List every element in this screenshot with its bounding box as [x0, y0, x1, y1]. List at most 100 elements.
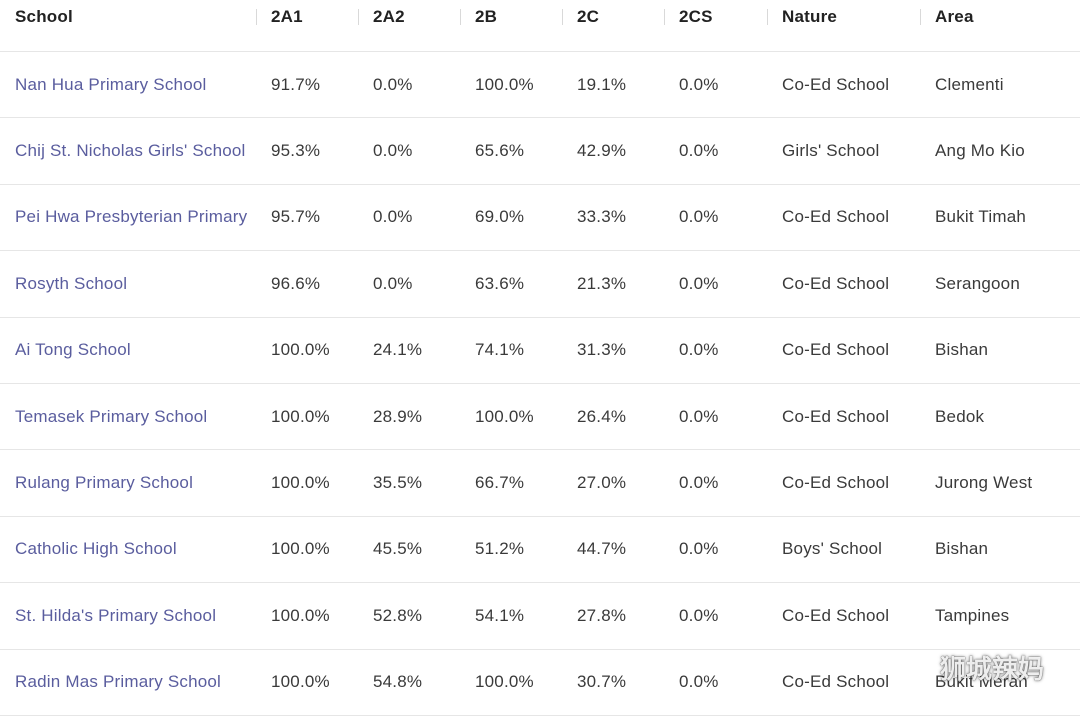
- table-row: Rosyth School 96.6% 0.0% 63.6% 21.3% 0.0% Co-E…: [0, 251, 1080, 318]
- table-row: Radin Mas Primary School 100.0% 54.8% 100.0…: [0, 650, 1080, 716]
- school-name-link[interactable]: Ai Tong School: [15, 340, 131, 360]
- cell-area: Tampines: [935, 605, 1010, 625]
- school-name-link[interactable]: Nan Hua Primary School: [15, 74, 207, 94]
- cell-2a2: 0.0%: [373, 141, 413, 161]
- cell-area: Bishan: [935, 539, 989, 559]
- cell-area: Ang Mo Kio: [935, 141, 1025, 161]
- cell-2b: 65.6%: [475, 141, 525, 161]
- cell-2a1: 100.0%: [271, 473, 330, 493]
- cell-nature: Co-Ed School: [782, 74, 890, 94]
- cell-2cs: 0.0%: [679, 273, 719, 293]
- cell-nature: Co-Ed School: [782, 672, 890, 692]
- cell-2cs: 0.0%: [679, 74, 719, 94]
- table-row: Chij St. Nicholas Girls' School 95.3% 0.0%…: [0, 118, 1080, 185]
- cell-2a2: 0.0%: [373, 74, 413, 94]
- school-name-link[interactable]: Rulang Primary School: [15, 473, 194, 493]
- cell-2a2: 52.8%: [373, 605, 423, 625]
- cell-nature: Co-Ed School: [782, 406, 890, 426]
- cell-area: Bukit Merah: [935, 672, 1028, 692]
- header-2b[interactable]: 2B: [460, 0, 562, 51]
- cell-area: Serangoon: [935, 273, 1020, 293]
- cell-area: Bukit Timah: [935, 207, 1027, 227]
- cell-area: Bedok: [935, 406, 985, 426]
- school-name-link[interactable]: Radin Mas Primary School: [15, 672, 222, 692]
- cell-2a1: 100.0%: [271, 539, 330, 559]
- cell-nature: Co-Ed School: [782, 605, 890, 625]
- cell-2a1: 100.0%: [271, 605, 330, 625]
- table-row: Temasek Primary School 100.0% 28.9% 100.0% 2…: [0, 384, 1080, 451]
- cell-2a1: 100.0%: [271, 340, 330, 360]
- cell-2b: 66.7%: [475, 473, 525, 493]
- cell-2b: 54.1%: [475, 605, 525, 625]
- cell-2a1: 100.0%: [271, 672, 330, 692]
- cell-area: Clementi: [935, 74, 1004, 94]
- cell-2c: 19.1%: [577, 74, 627, 94]
- header-2a2[interactable]: 2A2: [358, 0, 460, 51]
- cell-nature: Co-Ed School: [782, 273, 890, 293]
- cell-2b: 100.0%: [475, 406, 534, 426]
- header-school[interactable]: School: [15, 7, 73, 26]
- cell-2a1: 95.3%: [271, 141, 321, 161]
- header-2c[interactable]: 2C: [562, 0, 664, 51]
- header-2a1[interactable]: 2A1: [256, 0, 358, 51]
- cell-2a1: 100.0%: [271, 406, 330, 426]
- header-2cs[interactable]: 2CS: [664, 0, 766, 51]
- cell-2cs: 0.0%: [679, 340, 719, 360]
- school-name-link[interactable]: Catholic High School: [15, 539, 177, 559]
- school-name-link[interactable]: St. Hilda's Primary School: [15, 605, 217, 625]
- cell-2c: 44.7%: [577, 539, 627, 559]
- cell-2c: 26.4%: [577, 406, 627, 426]
- cell-2a2: 0.0%: [373, 273, 413, 293]
- cell-2c: 33.3%: [577, 207, 627, 227]
- cell-nature: Co-Ed School: [782, 207, 890, 227]
- table-row: St. Hilda's Primary School 100.0% 52.8% 54.…: [0, 583, 1080, 650]
- school-name-link[interactable]: Temasek Primary School: [15, 406, 208, 426]
- cell-2cs: 0.0%: [679, 406, 719, 426]
- cell-2c: 27.0%: [577, 473, 627, 493]
- cell-2a1: 96.6%: [271, 273, 321, 293]
- cell-2cs: 0.0%: [679, 539, 719, 559]
- school-name-link[interactable]: Chij St. Nicholas Girls' School: [15, 141, 246, 161]
- cell-2cs: 0.0%: [679, 141, 719, 161]
- cell-area: Jurong West: [935, 473, 1033, 493]
- table-row: Catholic High School 100.0% 45.5% 51.2% 44.7…: [0, 517, 1080, 584]
- school-name-link[interactable]: Rosyth School: [15, 273, 128, 293]
- cell-2b: 51.2%: [475, 539, 525, 559]
- cell-2a1: 91.7%: [271, 74, 321, 94]
- table-row: Pei Hwa Presbyterian Primary School 95.7%…: [0, 185, 1080, 252]
- cell-2cs: 0.0%: [679, 605, 719, 625]
- header-area[interactable]: Area: [920, 0, 1080, 51]
- cell-2a2: 28.9%: [373, 406, 423, 426]
- cell-2a2: 35.5%: [373, 473, 423, 493]
- cell-2b: 74.1%: [475, 340, 525, 360]
- cell-2b: 63.6%: [475, 273, 525, 293]
- cell-2c: 42.9%: [577, 141, 627, 161]
- cell-nature: Co-Ed School: [782, 473, 890, 493]
- school-name-link[interactable]: Pei Hwa Presbyterian Primary School: [15, 207, 252, 227]
- table-row: Ai Tong School 100.0% 24.1% 74.1% 31.3% 0.0% C…: [0, 318, 1080, 384]
- cell-2cs: 0.0%: [679, 672, 719, 692]
- cell-2cs: 0.0%: [679, 207, 719, 227]
- table-row: Rulang Primary School 100.0% 35.5% 66.7% 27.…: [0, 450, 1080, 517]
- cell-2c: 21.3%: [577, 273, 627, 293]
- cell-2c: 31.3%: [577, 340, 627, 360]
- cell-nature: Girls' School: [782, 141, 880, 161]
- cell-2c: 27.8%: [577, 605, 627, 625]
- cell-2b: 100.0%: [475, 672, 534, 692]
- cell-2b: 100.0%: [475, 74, 534, 94]
- cell-2b: 69.0%: [475, 207, 525, 227]
- header-nature[interactable]: Nature: [767, 0, 916, 51]
- cell-2c: 30.7%: [577, 672, 627, 692]
- cell-2a2: 54.8%: [373, 672, 423, 692]
- cell-nature: Boys' School: [782, 539, 883, 559]
- table-body: Nan Hua Primary School 91.7% 0.0% 100.0% 19.…: [0, 52, 1080, 716]
- table-row: Nan Hua Primary School 91.7% 0.0% 100.0% 19.…: [0, 52, 1080, 119]
- cell-2a2: 45.5%: [373, 539, 423, 559]
- cell-2a2: 24.1%: [373, 340, 423, 360]
- table-header-row: School 2A1 2A2 2B 2C 2CS Nature Area: [0, 0, 1080, 52]
- cell-2a2: 0.0%: [373, 207, 413, 227]
- cell-nature: Co-Ed School: [782, 340, 890, 360]
- cell-2cs: 0.0%: [679, 473, 719, 493]
- cell-2a1: 95.7%: [271, 207, 321, 227]
